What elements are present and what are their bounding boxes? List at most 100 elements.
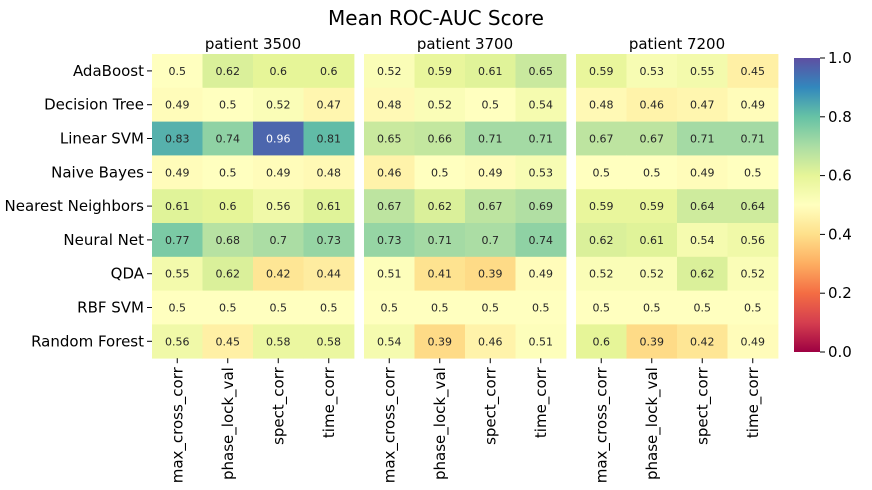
cell-value-label: 0.62 [690,268,715,281]
cell-value-label: 0.54 [377,335,402,348]
cell-value-label: 0.58 [317,335,342,348]
heatmap-cell [677,189,728,224]
cell-value-label: 0.5 [169,65,187,78]
heatmap-cell [626,54,678,89]
x-tick-label: phase_lock_val [219,367,238,480]
heatmap-cell [626,324,678,359]
heatmap-cell [414,54,466,89]
heatmap-cell [465,155,516,190]
cell-value-label: 0.62 [216,65,241,78]
cell-value-label: 0.67 [377,200,402,213]
cell-value-label: 0.47 [317,99,342,112]
heatmap-cell [152,290,203,325]
heatmap-cell [677,290,728,325]
cell-value-label: 0.5 [169,302,187,315]
cell-value-label: 0.46 [640,99,665,112]
chart-title: Mean ROC-AUC Score [328,6,544,30]
heatmap-cell [303,256,355,291]
cell-value-label: 0.39 [428,335,453,348]
cell-value-label: 0.59 [589,200,614,213]
cell-value-label: 0.42 [690,335,715,348]
cell-value-label: 0.5 [593,166,611,179]
cell-value-label: 0.46 [377,166,402,179]
cell-value-label: 0.67 [589,133,614,146]
cell-value-label: 0.5 [219,166,237,179]
cell-value-label: 0.5 [744,166,762,179]
cell-value-label: 0.5 [482,302,500,315]
colorbar-tick-label: 0.2 [828,284,852,302]
cell-value-label: 0.5 [643,302,661,315]
cell-value-label: 0.49 [741,99,766,112]
cell-value-label: 0.56 [266,200,291,213]
heatmap-cell [515,189,567,224]
cell-value-label: 0.6 [270,65,288,78]
heatmap-cell [253,290,304,325]
heatmap-cell [576,121,627,156]
x-tick-label: spect_corr [481,366,500,445]
heatmap-cell [576,256,627,291]
heatmap-cell [253,87,304,122]
heatmap-panel-1: patient 3500 0.5 0.62 0.6 0.6 0.49 0.5 0.52 0.47… [152,35,355,483]
cell-value-label: 0.52 [377,65,402,78]
heatmap-cell [364,290,415,325]
heatmap-cell [465,256,516,291]
cell-value-label: 0.52 [589,268,614,281]
cell-value-label: 0.64 [741,200,766,213]
heatmap-cell [626,87,678,122]
heatmap-cell [576,324,627,359]
colorbar-tick-label: 0.6 [828,167,852,185]
heatmap-cell [465,54,516,89]
cell-value-label: 0.52 [428,99,453,112]
cell-value-label: 0.5 [270,302,288,315]
heatmap-cell [727,189,779,224]
cell-value-label: 0.49 [741,335,766,348]
cell-value-label: 0.62 [589,234,614,247]
heatmap-cell [253,155,304,190]
heatmap-cell [677,324,728,359]
cell-value-label: 0.59 [428,65,453,78]
heatmap-cell [515,54,567,89]
cell-value-label: 0.71 [690,133,715,146]
heatmap-cell [626,121,678,156]
heatmap-cell [677,54,728,89]
heatmap-cell [414,223,466,258]
heatmap-cell [515,324,567,359]
cell-value-label: 0.49 [478,166,503,179]
cell-value-label: 0.39 [478,268,503,281]
cell-value-label: 0.5 [532,302,550,315]
cell-value-label: 0.83 [165,133,190,146]
cell-value-label: 0.62 [216,268,241,281]
cell-value-label: 0.49 [690,166,715,179]
cell-value-label: 0.5 [320,302,338,315]
y-tick-label: Neural Net [63,231,144,249]
cell-value-label: 0.61 [640,234,665,247]
cell-value-label: 0.51 [529,335,554,348]
heatmap-panel-2: patient 3700 0.52 0.59 0.61 0.65 0.48 0.52 0.5 0… [364,35,567,483]
heatmap-cell [364,54,415,89]
heatmap-cell [727,54,779,89]
cell-value-label: 0.6 [593,335,611,348]
heatmap-cell [626,155,678,190]
heatmap-cell [253,121,304,156]
heatmap-cell [152,189,203,224]
cell-value-label: 0.71 [428,234,453,247]
cell-value-label: 0.52 [640,268,665,281]
cell-value-label: 0.7 [270,234,288,247]
cell-value-label: 0.74 [529,234,554,247]
heatmap-cell [303,121,355,156]
cell-value-label: 0.44 [317,268,342,281]
colorbar-tick-label: 1.0 [828,49,852,67]
cell-value-label: 0.49 [165,99,190,112]
y-tick-label: Naive Bayes [51,163,144,181]
cell-value-label: 0.56 [165,335,190,348]
heatmap-cell [626,256,678,291]
heatmap-cell [727,324,779,359]
heatmap-cell [515,155,567,190]
y-tick-label: Decision Tree [44,96,144,114]
heatmap-cell [364,155,415,190]
heatmap-cell [253,324,304,359]
heatmap-cell [576,87,627,122]
heatmap-cell [576,223,627,258]
heatmap-cell [253,223,304,258]
heatmap-cell [414,121,466,156]
